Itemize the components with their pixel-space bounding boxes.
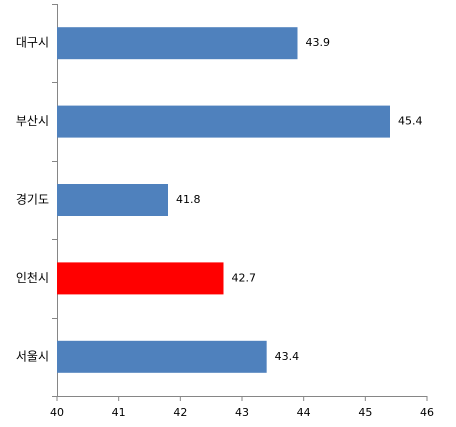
value-label: 43.9: [306, 36, 331, 49]
x-tick-label: 41: [112, 406, 126, 419]
value-label: 43.4: [275, 350, 300, 363]
x-tick-label: 42: [173, 406, 187, 419]
category-label: 경기도: [16, 193, 49, 207]
bar: [57, 27, 298, 60]
x-tick-label: 45: [358, 406, 372, 419]
category-label: 부산시: [16, 114, 49, 128]
x-tick-label: 43: [235, 406, 249, 419]
category-label: 대구시: [16, 36, 49, 50]
value-label: 45.4: [398, 115, 423, 128]
bar: [57, 262, 224, 295]
x-tick-label: 40: [50, 406, 64, 419]
value-label: 42.7: [232, 271, 257, 284]
x-tick-label: 44: [297, 406, 311, 419]
category-label: 인천시: [16, 270, 49, 285]
category-label: 서울시: [16, 349, 49, 363]
x-tick-label: 46: [420, 406, 434, 419]
value-label: 41.8: [176, 193, 201, 206]
bar: [57, 340, 267, 373]
bar: [57, 184, 168, 216]
bar: [57, 105, 390, 138]
